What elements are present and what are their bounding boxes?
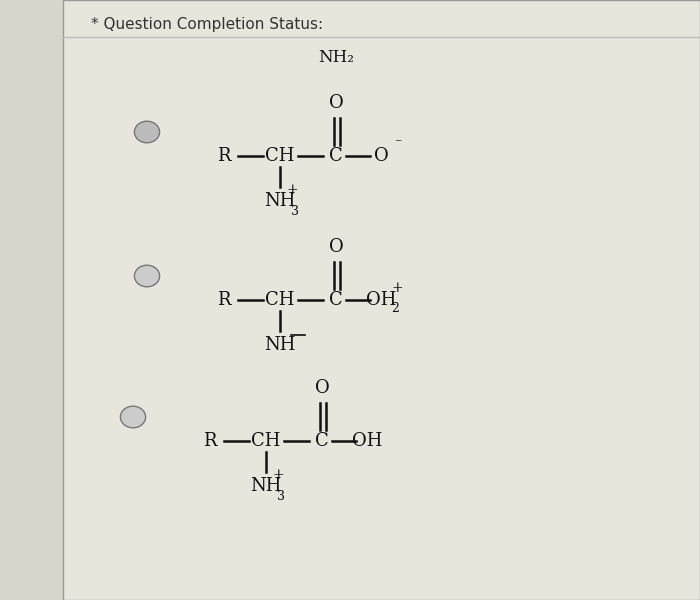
Text: NH: NH [265, 336, 295, 354]
Text: 3: 3 [277, 490, 286, 503]
Text: CH: CH [251, 432, 281, 450]
Text: ⁻: ⁻ [394, 137, 401, 151]
Text: R: R [217, 291, 231, 309]
Text: O: O [328, 238, 344, 256]
Text: NH: NH [265, 192, 295, 210]
Text: OH: OH [352, 432, 383, 450]
Text: NH₂: NH₂ [318, 49, 354, 65]
Text: NH: NH [251, 477, 281, 495]
Text: O: O [328, 94, 344, 112]
Text: 3: 3 [291, 205, 300, 218]
Text: O: O [374, 147, 389, 165]
Circle shape [134, 121, 160, 143]
Text: R: R [217, 147, 231, 165]
Text: CH: CH [265, 291, 295, 309]
Text: C: C [315, 432, 329, 450]
Circle shape [120, 406, 146, 428]
Text: R: R [203, 432, 217, 450]
FancyBboxPatch shape [63, 0, 700, 600]
Text: * Question Completion Status:: * Question Completion Status: [91, 16, 323, 31]
Text: +: + [392, 281, 403, 295]
Text: O: O [314, 379, 330, 397]
Text: C: C [329, 291, 343, 309]
Circle shape [134, 265, 160, 287]
Text: +: + [272, 468, 284, 482]
Text: OH: OH [366, 291, 397, 309]
Text: 2: 2 [391, 302, 400, 315]
Text: CH: CH [265, 147, 295, 165]
Text: +: + [286, 183, 297, 197]
Text: C: C [329, 147, 343, 165]
